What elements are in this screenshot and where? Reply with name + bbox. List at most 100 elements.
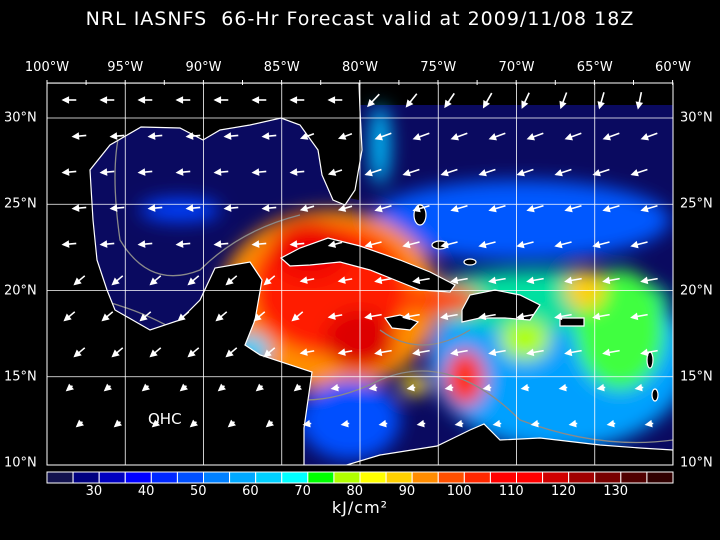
wind-arrow-head xyxy=(374,276,383,285)
wind-arrow-head xyxy=(640,276,649,285)
wind-arrow-head xyxy=(416,419,425,428)
north-america-land xyxy=(47,83,363,465)
wind-arrow-head xyxy=(61,240,70,248)
wind-arrow-head xyxy=(137,168,146,176)
colorbar-label: 30 xyxy=(85,484,103,499)
wind-arrow-head xyxy=(526,204,535,213)
lon-label: 95°W xyxy=(107,60,144,75)
wind-arrow-head xyxy=(327,168,337,176)
wind-arrow-head xyxy=(215,313,224,322)
wind-arrow-head xyxy=(65,383,74,392)
wind-arrow-head xyxy=(478,312,487,321)
wind-arrow-head xyxy=(554,240,563,249)
wind-arrow-head xyxy=(602,348,611,357)
colorbar-swatch xyxy=(307,471,335,484)
map-title: NRL IASNFS 66-Hr Forecast valid at 2009/… xyxy=(85,8,635,30)
wind-arrow-head xyxy=(640,348,649,357)
wind-arrow-head xyxy=(263,277,272,286)
wind-arrow-head xyxy=(73,277,82,286)
wind-vectors xyxy=(61,92,658,428)
wind-arrow-head xyxy=(337,348,346,356)
wind-arrow-head xyxy=(261,132,270,140)
wind-arrow-head xyxy=(606,419,615,428)
wind-arrow-head xyxy=(289,168,298,176)
wind-arrow-head xyxy=(213,240,222,248)
wind-arrow-head xyxy=(302,419,311,428)
wind-arrow-head xyxy=(368,383,377,392)
wind-arrow-head xyxy=(99,96,108,104)
wind-arrow-head xyxy=(412,204,421,213)
wind-arrow-head xyxy=(327,312,336,320)
colorbar-label: 80 xyxy=(346,484,364,499)
wind-arrow-head xyxy=(340,419,349,428)
wind-arrow-head xyxy=(444,383,453,392)
wind-arrow-head xyxy=(516,240,525,249)
wind-arrow-head xyxy=(71,132,80,140)
wind-arrow-head xyxy=(412,133,421,141)
colorbar-swatch xyxy=(176,471,205,484)
wind-arrow-head xyxy=(175,168,184,176)
wind-arrow-head xyxy=(289,240,298,248)
wind-arrow-head xyxy=(223,204,232,212)
wind-arrow-head xyxy=(526,276,535,285)
wind-arrow-head xyxy=(327,240,337,248)
wind-arrow-head xyxy=(147,132,156,140)
colorbar-unit: kJ/cm² xyxy=(331,498,389,517)
wind-arrow-head xyxy=(109,204,118,212)
wind-arrow-head xyxy=(147,204,156,212)
wind-arrow-head xyxy=(109,132,118,140)
wind-arrow-head xyxy=(526,133,535,141)
puerto-rico-land xyxy=(559,317,585,327)
wind-arrow-head xyxy=(299,204,309,212)
wind-arrow-head xyxy=(61,168,70,176)
wind-arrow-head xyxy=(630,169,639,177)
wind-arrow-head xyxy=(149,277,158,286)
wind-arrow-head xyxy=(440,240,449,249)
south-america-land xyxy=(344,423,673,465)
wind-arrow-head xyxy=(61,96,70,104)
wind-arrow-head xyxy=(111,277,120,286)
wind-arrow-head xyxy=(185,204,194,212)
wind-arrow-head xyxy=(179,383,188,392)
colorbar-swatch xyxy=(411,471,439,484)
lat-label: 20°N xyxy=(4,283,37,298)
wind-arrow-head xyxy=(564,276,573,285)
wind-arrow-head xyxy=(644,419,653,428)
wind-arrow-head xyxy=(289,96,298,104)
wind-arrow-head xyxy=(482,383,491,392)
wind-arrow-head xyxy=(337,276,346,284)
wind-arrow-head xyxy=(554,312,563,321)
wind-arrow-head xyxy=(137,240,146,248)
lat-label: 25°N xyxy=(680,196,713,212)
wind-arrow-head xyxy=(364,312,373,321)
wind-arrow-head xyxy=(137,96,146,104)
lon-label: 70°W xyxy=(498,60,535,75)
wind-arrow-head xyxy=(488,204,497,213)
wind-arrow-head xyxy=(374,348,383,357)
colorbar-swatch xyxy=(568,471,596,484)
colorbar-label: 60 xyxy=(242,484,259,499)
colorbar-swatch xyxy=(203,471,231,484)
wind-arrow-head xyxy=(364,169,373,177)
colorbar-swatch xyxy=(542,471,570,484)
wind-arrow-head xyxy=(111,349,120,358)
wind-arrow-head xyxy=(139,313,148,322)
wind-arrow-head xyxy=(635,101,644,110)
wind-arrow-head xyxy=(454,419,463,428)
wind-arrow-head xyxy=(213,96,222,104)
wind-arrow-head xyxy=(592,169,601,177)
jamaica-land xyxy=(383,314,420,331)
wind-arrow-head xyxy=(99,240,108,248)
colorbar-label: 110 xyxy=(498,484,524,499)
wind-arrow-head xyxy=(227,419,236,428)
colorbar-label: 120 xyxy=(551,484,576,499)
lon-label: 60°W xyxy=(655,60,691,75)
colorbar-swatch xyxy=(255,471,283,484)
colorbar-swatch xyxy=(463,471,491,484)
wind-arrow-head xyxy=(175,96,184,104)
wind-arrow-head xyxy=(592,312,601,321)
wind-arrow-head xyxy=(602,276,611,285)
wind-arrow-head xyxy=(73,349,82,358)
wind-arrow-head xyxy=(101,313,110,322)
